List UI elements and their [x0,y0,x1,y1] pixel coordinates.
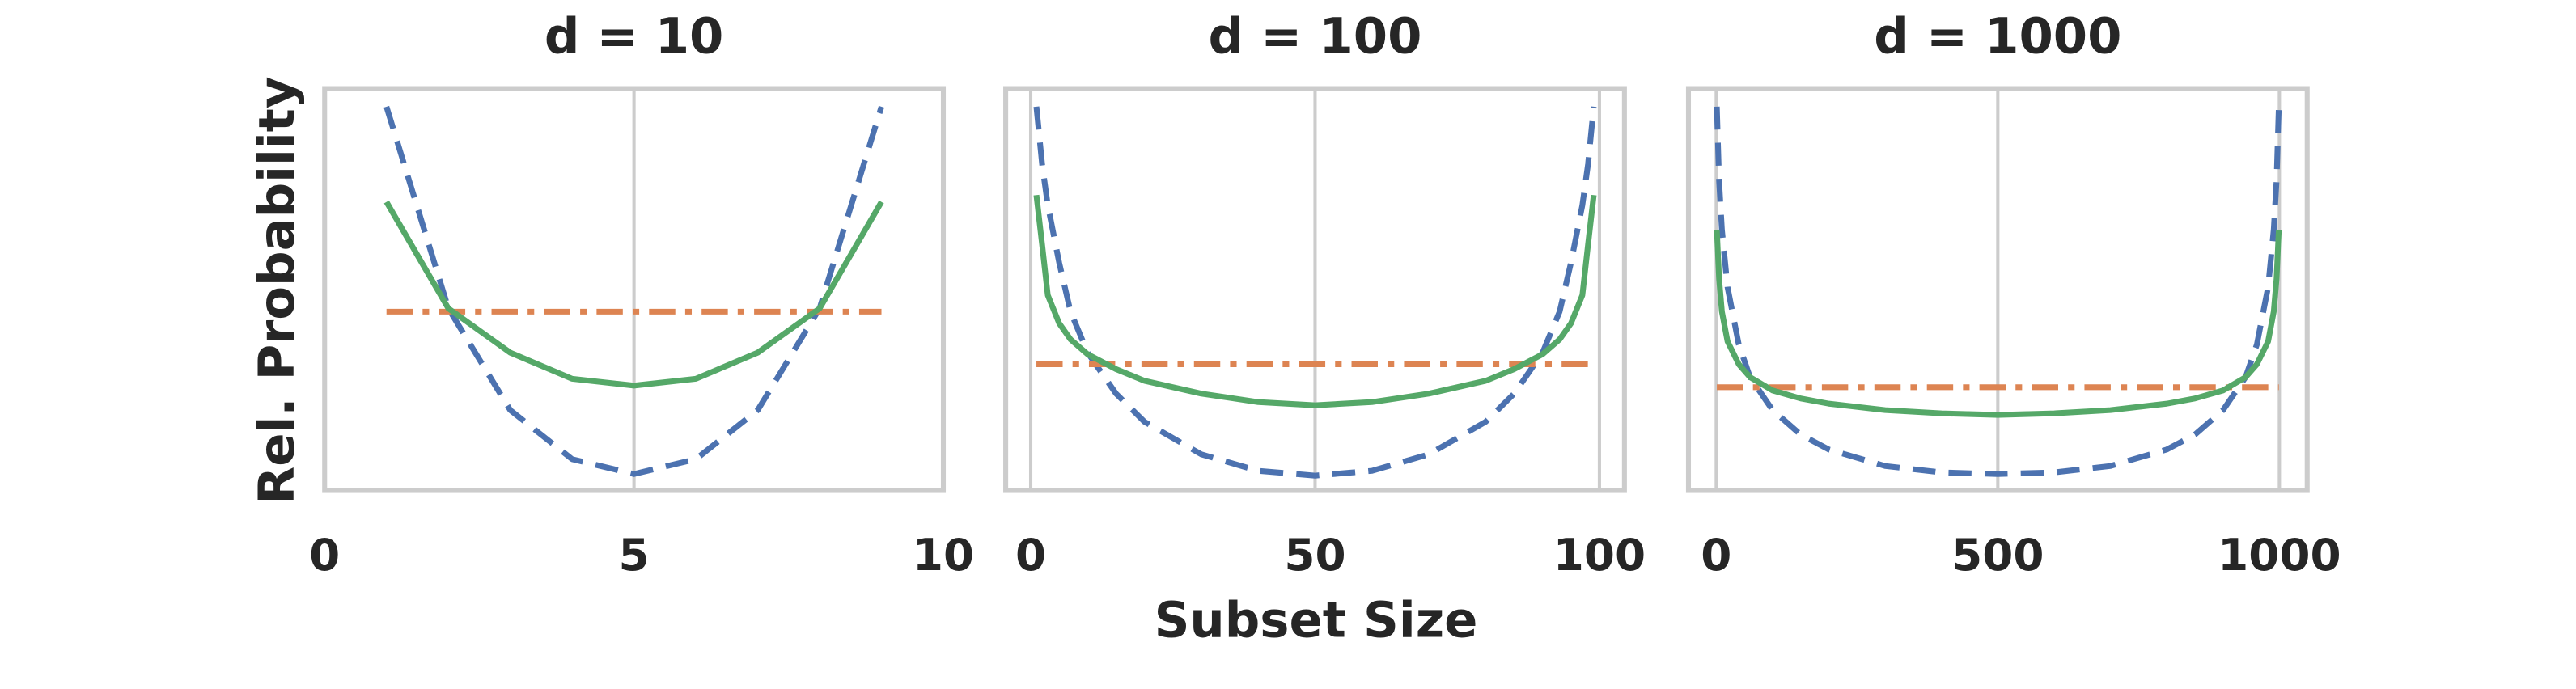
series-line [1714,106,2282,477]
x-tick-label: 100 [1553,529,1646,581]
axes-frame [1685,86,2310,493]
series-line [1033,194,1597,408]
y-axis-label: Rel. Probability [249,76,306,504]
x-tick-label: 0 [1701,529,1731,581]
panel-title: d = 1000 [1874,8,2121,65]
x-tick-label: 10 [913,529,974,581]
panel-title: d = 10 [544,8,724,65]
x-tick-label: 500 [1951,529,2044,581]
axes-frame [322,86,947,493]
series-line [1033,106,1597,479]
x-tick-label: 1000 [2218,529,2341,581]
x-tick-label: 0 [309,529,340,581]
x-tick-label: 50 [1284,529,1345,581]
x-tick-label: 5 [619,529,650,581]
x-tick-label: 0 [1015,529,1046,581]
series-line [383,200,884,389]
x-axis-label: Subset Size [1155,592,1478,649]
series-line [1714,229,2282,418]
axes-frame [1003,86,1627,493]
panel-title: d = 100 [1209,8,1422,65]
series-line [383,105,884,477]
